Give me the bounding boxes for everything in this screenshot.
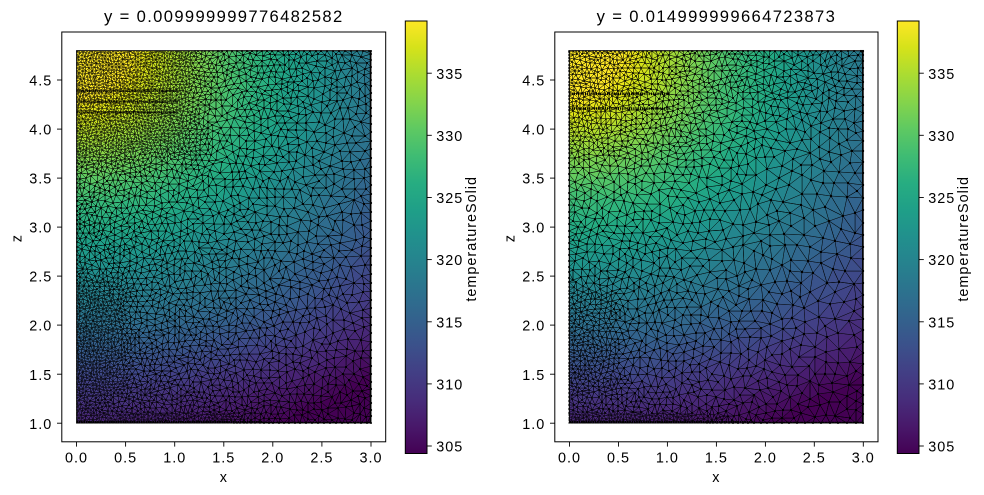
svg-text:4.5: 4.5: [29, 74, 52, 90]
svg-text:330: 330: [928, 129, 955, 145]
svg-text:y = 0.014999999664723873: y = 0.014999999664723873: [597, 7, 837, 26]
svg-text:305: 305: [436, 440, 463, 456]
svg-text:310: 310: [436, 378, 463, 394]
svg-text:1.0: 1.0: [522, 417, 545, 433]
svg-text:z: z: [10, 234, 26, 242]
svg-text:y = 0.009999999776482582: y = 0.009999999776482582: [104, 7, 344, 26]
svg-text:1.5: 1.5: [705, 450, 728, 466]
svg-text:0.0: 0.0: [65, 450, 88, 466]
svg-text:305: 305: [928, 440, 955, 456]
svg-text:1.5: 1.5: [522, 368, 545, 384]
svg-text:325: 325: [436, 191, 463, 207]
svg-text:3.0: 3.0: [359, 450, 382, 466]
svg-text:320: 320: [928, 253, 955, 269]
svg-text:3.0: 3.0: [522, 221, 545, 237]
svg-text:0.0: 0.0: [558, 450, 581, 466]
svg-text:0.5: 0.5: [114, 450, 137, 466]
svg-text:4.5: 4.5: [522, 74, 545, 90]
svg-text:2.0: 2.0: [754, 450, 777, 466]
svg-text:temperatureSolid: temperatureSolid: [464, 176, 480, 302]
svg-text:2.0: 2.0: [29, 319, 52, 335]
svg-text:335: 335: [928, 67, 955, 83]
svg-text:3.5: 3.5: [29, 172, 52, 188]
svg-text:3.0: 3.0: [852, 450, 875, 466]
svg-text:1.5: 1.5: [29, 368, 52, 384]
svg-text:temperatureSolid: temperatureSolid: [956, 176, 972, 302]
svg-text:335: 335: [436, 67, 463, 83]
svg-text:1.5: 1.5: [212, 450, 235, 466]
svg-text:x: x: [220, 470, 228, 486]
svg-text:325: 325: [928, 191, 955, 207]
svg-text:1.0: 1.0: [29, 417, 52, 433]
svg-text:315: 315: [928, 315, 955, 331]
svg-text:2.5: 2.5: [803, 450, 826, 466]
svg-text:4.0: 4.0: [522, 123, 545, 139]
svg-text:x: x: [712, 470, 720, 486]
svg-text:2.0: 2.0: [522, 319, 545, 335]
svg-text:4.0: 4.0: [29, 123, 52, 139]
svg-text:330: 330: [436, 129, 463, 145]
svg-text:2.0: 2.0: [261, 450, 284, 466]
svg-text:315: 315: [436, 315, 463, 331]
svg-text:320: 320: [436, 253, 463, 269]
svg-text:z: z: [503, 234, 519, 242]
svg-text:310: 310: [928, 378, 955, 394]
svg-text:2.5: 2.5: [310, 450, 333, 466]
svg-text:1.0: 1.0: [656, 450, 679, 466]
svg-text:3.5: 3.5: [522, 172, 545, 188]
svg-text:2.5: 2.5: [522, 270, 545, 286]
svg-text:0.5: 0.5: [607, 450, 630, 466]
svg-text:1.0: 1.0: [163, 450, 186, 466]
svg-text:3.0: 3.0: [29, 221, 52, 237]
svg-text:2.5: 2.5: [29, 270, 52, 286]
